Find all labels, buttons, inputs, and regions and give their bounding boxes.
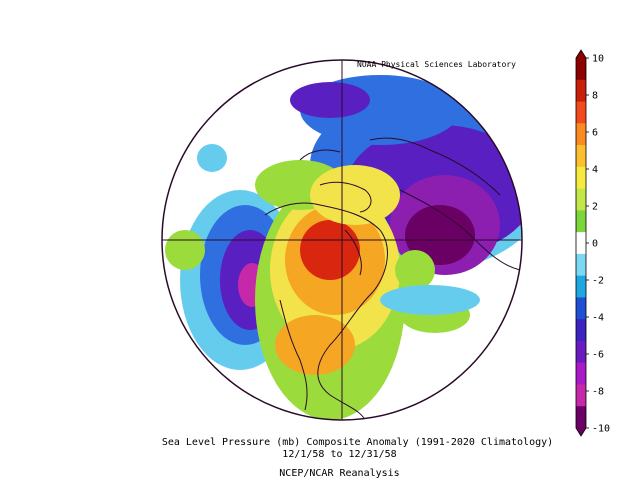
colorbar-tick-label: -4 [592, 313, 604, 324]
colorbar: 10 8 6 4 2 0 -2 -4 -6 -8 -10 [575, 49, 610, 437]
caption-title: Sea Level Pressure (mb) Composite Anomal… [161, 437, 554, 448]
anomaly-field [162, 60, 522, 420]
colorbar-tick-label: 4 [592, 165, 598, 176]
colorbar-segment [576, 384, 586, 407]
colorbar-tick-label: -8 [592, 387, 604, 398]
colorbar-segment [576, 340, 586, 364]
map-border [161, 59, 523, 421]
colorbar-segment [576, 145, 586, 168]
colorbar-segment [576, 58, 586, 81]
colorbar-bottom-arrow [576, 428, 586, 436]
colorbar-tick-label: -6 [592, 350, 604, 361]
high-anomaly-north-america [255, 160, 405, 420]
colorbar-tick-label: -2 [592, 276, 604, 287]
colorbar-segment [576, 123, 586, 146]
colorbar-segment [576, 188, 586, 211]
colorbar-segment [576, 79, 586, 103]
atlantic-highs [380, 250, 480, 333]
colorbar-segment [576, 232, 586, 255]
colorbar-tick-label: 6 [592, 128, 598, 139]
colorbar-top-arrow [576, 50, 586, 58]
caption-dates: 12/1/58 to 12/31/58 [282, 449, 397, 460]
colorbar-tick-label: 2 [592, 202, 598, 213]
colorbar-segment [576, 210, 586, 233]
colorbar-segment [576, 362, 586, 385]
colorbar-segment [576, 319, 586, 342]
colorbar-segment [576, 253, 586, 277]
colorbar-segment [576, 101, 586, 124]
colorbar-segment [576, 166, 586, 190]
anomaly-map [161, 59, 523, 421]
caption-source: NCEP/NCAR Reanalysis [279, 468, 400, 479]
colorbar-tick-label: 10 [592, 54, 604, 65]
colorbar-tick-label: 8 [592, 91, 598, 102]
colorbar-tick-label: 0 [592, 239, 598, 250]
colorbar-segment [576, 406, 586, 429]
colorbar-tick-label: -10 [592, 424, 610, 435]
colorbar-segment [576, 297, 586, 320]
credit-label: NOAA Physical Sciences Laboratory [357, 60, 516, 69]
coastlines [264, 137, 521, 420]
colorbar-segment [576, 275, 586, 298]
